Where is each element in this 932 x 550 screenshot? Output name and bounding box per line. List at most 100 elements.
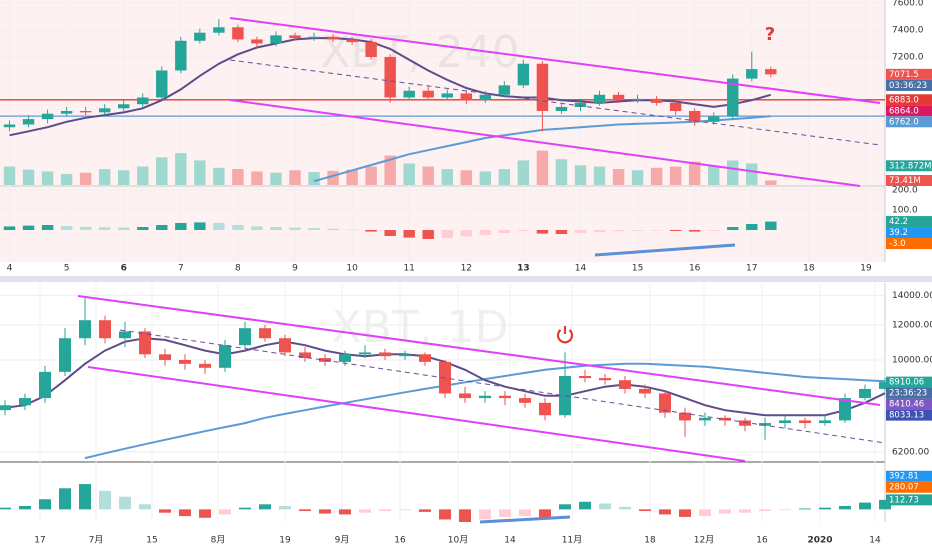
volume-bar — [479, 171, 492, 185]
macd-bar — [631, 230, 644, 231]
candle-body — [346, 39, 358, 43]
power-icon — [556, 326, 574, 344]
macd-bar — [22, 225, 35, 230]
price-tag-label: 8410.46 — [889, 400, 924, 410]
candle-body — [137, 97, 149, 105]
candle-body — [239, 328, 251, 346]
price-tag — [886, 470, 932, 482]
candle-body — [459, 393, 471, 399]
macd-bar — [669, 230, 682, 231]
x-tick-label: 2020 — [807, 536, 832, 546]
price-tag — [886, 494, 932, 506]
macd-bar — [639, 509, 651, 512]
price-tag — [886, 227, 932, 239]
candle-body — [759, 423, 771, 426]
candle-body — [593, 94, 606, 103]
macd-bar — [879, 499, 891, 510]
divergence-line — [479, 515, 571, 524]
price-tag — [886, 105, 932, 117]
macd-bar — [650, 230, 663, 231]
price-tag-label: 8910.06 — [889, 378, 924, 388]
macd-bar — [579, 501, 591, 510]
price-tag-label: 39.2 — [889, 228, 908, 238]
macd-bar — [365, 230, 377, 232]
volume-bar — [441, 169, 453, 185]
x-tick-label: 12月 — [694, 535, 714, 546]
volume-bar — [79, 172, 92, 185]
x-tick-label: 8月 — [211, 535, 226, 546]
candle-body — [699, 417, 711, 421]
price-tag-label: 6883.0 — [889, 95, 919, 105]
countdown: 23:36:23 — [889, 389, 927, 399]
volume-bar — [213, 167, 225, 185]
y-tick-label: 10000.00 — [892, 355, 932, 365]
candle-body — [460, 93, 472, 101]
candle-body — [219, 345, 231, 368]
y-tick-label: 6200.00 — [892, 447, 929, 457]
macd-bar — [555, 230, 568, 234]
macd-bar — [59, 488, 71, 510]
price-tag — [886, 409, 932, 421]
macd-bar — [859, 502, 871, 510]
candle-body — [499, 395, 511, 399]
candle-body — [339, 354, 351, 362]
candle-body — [199, 363, 211, 368]
macd-bar — [612, 230, 625, 232]
candle-body — [819, 420, 831, 424]
macd-bar — [79, 484, 91, 510]
macd-bar — [746, 224, 758, 230]
drawings — [77, 17, 886, 524]
volume-bar — [41, 171, 54, 185]
macd-bar — [499, 509, 511, 517]
candle-body — [799, 420, 811, 424]
x-tick-label: 16 — [756, 536, 768, 546]
candle-body — [539, 402, 551, 416]
macd-bar — [536, 230, 549, 234]
candle-body — [479, 395, 491, 399]
candle-body — [98, 108, 111, 113]
price-tag-label: 392.81 — [889, 472, 919, 482]
candle-body — [99, 320, 111, 339]
x-tick-label: 12 — [461, 264, 472, 274]
volume-bar — [156, 157, 168, 185]
macd-bar — [213, 223, 225, 230]
candle-body — [719, 417, 731, 421]
x-tick-label: 17 — [34, 536, 45, 546]
volume-bar — [327, 170, 339, 185]
volume-bar — [365, 166, 377, 185]
macd-bar — [574, 230, 587, 233]
price-tag-label: 312.872M — [889, 161, 931, 171]
x-tick-label: 15 — [632, 264, 643, 274]
candle-body — [232, 27, 244, 40]
candle-body — [419, 354, 431, 362]
volume-bar — [593, 166, 606, 185]
candle-body — [612, 94, 625, 101]
macd-bar — [479, 509, 491, 520]
price-tag-label: 7071.5 — [889, 70, 919, 80]
candle-body — [559, 375, 571, 416]
candle-body — [365, 42, 377, 57]
volume-bar — [688, 161, 701, 185]
candle-body — [739, 420, 751, 426]
candle-body — [251, 39, 263, 44]
candle-body — [839, 398, 851, 421]
price-tag — [886, 376, 932, 388]
candle-body — [639, 388, 651, 394]
volume-bar — [251, 171, 263, 185]
x-tick-label: 18 — [803, 264, 815, 274]
macd-bar — [727, 227, 739, 230]
candle-body — [41, 113, 54, 120]
macd-bar — [41, 225, 54, 230]
y-tick-label: 7200.0 — [892, 52, 924, 62]
macd-bar — [719, 509, 731, 514]
candle-body — [479, 94, 492, 101]
candle-body — [118, 104, 130, 109]
channel-line — [229, 17, 881, 104]
candle-body — [0, 405, 11, 411]
x-tick-label: 5 — [64, 264, 70, 274]
candle-body — [422, 90, 434, 98]
macd-bar — [559, 504, 571, 510]
volume-bar — [536, 150, 549, 185]
macd-bar — [688, 230, 701, 232]
candle-body — [619, 380, 631, 389]
